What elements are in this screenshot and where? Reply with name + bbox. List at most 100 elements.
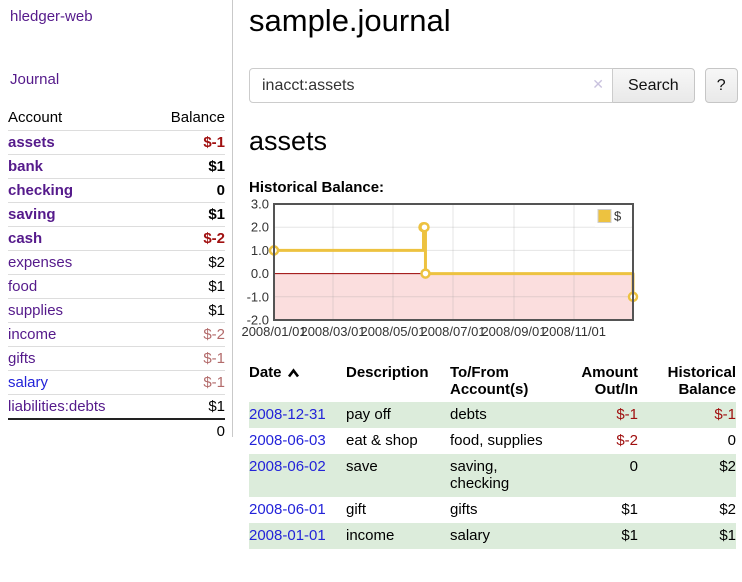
sidebar-account-link[interactable]: income (8, 326, 57, 343)
account-heading: assets (249, 126, 328, 156)
table-row: 2008-06-02 save saving, checking 0 $2 (249, 454, 736, 497)
transaction-date-link[interactable]: 2008-06-01 (249, 501, 326, 518)
register-accounts: debts (450, 406, 487, 423)
account-name-cell: assets (8, 130, 148, 155)
register-amount: $-2 (616, 432, 638, 449)
search-input-wrap: ✕ (249, 68, 613, 103)
transaction-date-link[interactable]: 2008-06-03 (249, 432, 326, 449)
account-row: liabilities:debts $1 (8, 394, 225, 420)
sidebar: hledger-web Journal Account Balance asse… (0, 0, 233, 443)
tofrom-column-header: To/From Account(s) (450, 364, 529, 398)
account-name-cell: liabilities:debts (8, 394, 148, 420)
account-name-cell: income (8, 322, 148, 347)
account-balance: $-1 (147, 130, 225, 155)
register-accounts: salary (450, 527, 491, 544)
account-row: food $1 (8, 274, 225, 299)
amount-column-header: Amount Out/In (581, 364, 638, 398)
sort-ascending-icon (287, 368, 299, 378)
account-balance: $1 (147, 394, 225, 420)
account-name-cell: supplies (8, 298, 148, 323)
help-button[interactable]: ? (704, 68, 738, 103)
register-description: save (346, 458, 378, 475)
register-description: gift (346, 501, 367, 518)
account-row: assets $-1 (8, 130, 225, 155)
account-row: saving $1 (8, 202, 225, 227)
account-row: supplies $1 (8, 298, 225, 323)
accounts-total-value: 0 (147, 418, 225, 443)
account-row: income $-2 (8, 322, 225, 347)
register-date-cell: 2008-01-01 (249, 523, 346, 549)
account-row: bank $1 (8, 154, 225, 179)
transaction-date-link[interactable]: 2008-01-01 (249, 527, 326, 544)
sidebar-account-link[interactable]: food (8, 278, 38, 295)
x-axis-tick-label: 2008/01/01 (241, 324, 306, 339)
page-title: sample.journal (249, 3, 451, 38)
account-row: checking 0 (8, 178, 225, 203)
legend-color-box (597, 209, 612, 223)
register-table-header: Date Description To/From Account(s) Amou… (249, 362, 736, 402)
x-axis-tick-label: 2008/03/01 (300, 324, 365, 339)
search-input[interactable] (249, 68, 613, 103)
x-axis-tick-label: 2008/11/01 (542, 324, 606, 339)
search-button[interactable]: Search (612, 68, 695, 103)
account-row: expenses $2 (8, 250, 225, 275)
register-accounts: food, supplies (450, 432, 543, 449)
date-column-header[interactable]: Date (249, 362, 346, 402)
data-point-marker (419, 221, 430, 233)
sidebar-account-link[interactable]: cash (8, 230, 43, 247)
chart-title: Historical Balance: (249, 179, 385, 196)
transaction-date-link[interactable]: 2008-12-31 (249, 406, 326, 423)
register-balance: $2 (719, 501, 736, 518)
sidebar-account-link[interactable]: expenses (8, 254, 73, 271)
sidebar-account-link[interactable]: gifts (8, 350, 36, 367)
chart-border (273, 203, 634, 321)
account-name-cell: gifts (8, 346, 148, 371)
account-balance: $-2 (147, 322, 225, 347)
register-balance: 0 (727, 432, 736, 449)
sidebar-account-link[interactable]: bank (8, 158, 44, 175)
sidebar-item-journal[interactable]: Journal (10, 71, 60, 88)
brand-link[interactable]: hledger-web (10, 8, 93, 25)
sidebar-account-link[interactable]: salary (8, 374, 49, 391)
accounts-total-spacer (8, 418, 148, 443)
register-date-cell: 2008-06-01 (249, 497, 346, 523)
register-amount: $1 (621, 527, 638, 544)
account-balance: $2 (147, 250, 225, 275)
account-balance: $1 (147, 298, 225, 323)
transaction-date-link[interactable]: 2008-06-02 (249, 458, 326, 475)
register-date-cell: 2008-06-03 (249, 428, 346, 454)
historical-balance-chart: $3.0 2.0 1.0 0.0 -1.0 -2.02008/01/012008/03/0… (241, 197, 639, 339)
sidebar-account-link[interactable]: supplies (8, 302, 64, 319)
x-axis-tick-label: 2008/07/01 (420, 324, 485, 339)
y-axis-tick-label: -2.0 (247, 313, 269, 328)
account-name-cell: food (8, 274, 148, 299)
sidebar-account-link[interactable]: checking (8, 182, 74, 199)
account-balance: $-2 (147, 226, 225, 251)
balance-column-header: Historical Balance (667, 364, 736, 398)
account-name-cell: bank (8, 154, 148, 179)
account-column-header: Account (8, 106, 148, 131)
register-amount: $1 (621, 501, 638, 518)
account-row: gifts $-1 (8, 346, 225, 371)
account-balance: $1 (147, 274, 225, 299)
register-balance: $1 (719, 527, 736, 544)
sidebar-account-link[interactable]: liabilities:debts (8, 398, 106, 415)
register-description: pay off (346, 406, 391, 423)
account-name-cell: expenses (8, 250, 148, 275)
sidebar-account-link[interactable]: saving (8, 206, 56, 223)
sidebar-account-link[interactable]: assets (8, 134, 55, 151)
register-description: eat & shop (346, 432, 418, 449)
register-amount: 0 (629, 458, 638, 475)
table-row: 2008-12-31 pay off debts $-1 $-1 (249, 402, 736, 428)
y-axis-tick-label: 0.0 (251, 266, 269, 281)
y-axis-tick-label: 3.0 (251, 197, 269, 212)
accounts-table-header: Account Balance (8, 106, 225, 131)
table-row: 2008-06-01 gift gifts $1 $2 (249, 497, 736, 523)
accounts-total-row: 0 (8, 418, 225, 443)
table-row: 2008-01-01 income salary $1 $1 (249, 523, 736, 549)
register-accounts: saving, checking (450, 458, 510, 492)
clear-search-icon[interactable]: ✕ (592, 76, 604, 92)
negative-region (274, 273, 633, 320)
table-row: 2008-06-03 eat & shop food, supplies $-2 0 (249, 428, 736, 454)
register-description: income (346, 527, 395, 544)
